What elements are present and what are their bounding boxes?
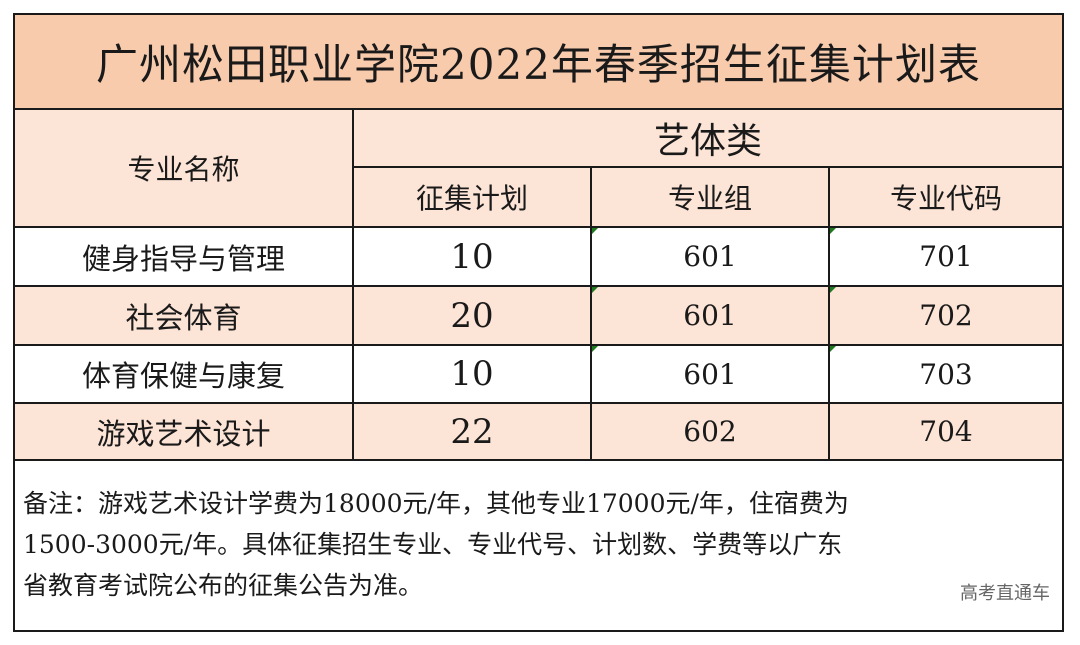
row-3-code-value: 703	[919, 357, 973, 391]
header-code: 专业代码	[830, 168, 1062, 228]
header-plan: 征集计划	[354, 168, 592, 228]
row-1-group: 601	[592, 228, 830, 287]
row-4-plan: 22	[354, 404, 592, 461]
watermark: 高考直通车	[960, 583, 1050, 604]
table-title: 广州松田职业学院2022年春季招生征集计划表	[15, 15, 1062, 110]
row-1-code: 701	[830, 228, 1062, 287]
header-major-name: 专业名称	[15, 110, 354, 228]
text-number-marker-icon	[592, 228, 598, 234]
notes-line-3: 省教育考试院公布的征集公告为准。	[23, 571, 424, 600]
row-2-group-value: 601	[683, 299, 737, 332]
row-2-plan: 20	[354, 287, 592, 346]
notes-line-2: 1500-3000元/年。具体征集招生专业、专业代号、计划数、学费等以广东	[23, 530, 843, 559]
row-3-major: 体育保健与康复	[15, 346, 354, 404]
header-group: 专业组	[592, 168, 830, 228]
row-1-plan: 10	[354, 228, 592, 287]
row-1-major: 健身指导与管理	[15, 228, 354, 287]
row-2-code: 702	[830, 287, 1062, 346]
row-4-major: 游戏艺术设计	[15, 404, 354, 461]
row-2-major: 社会体育	[15, 287, 354, 346]
text-number-marker-icon	[592, 346, 598, 352]
row-4-code: 704	[830, 404, 1062, 461]
row-3-group-value: 601	[683, 357, 737, 391]
row-1-group-value: 601	[683, 240, 737, 273]
notes-line-1: 备注：游戏艺术设计学费为18000元/年，其他专业17000元/年，住宿费为	[23, 489, 849, 518]
text-number-marker-icon	[830, 228, 836, 234]
row-3-plan: 10	[354, 346, 592, 404]
row-3-code: 703	[830, 346, 1062, 404]
row-2-group: 601	[592, 287, 830, 346]
text-number-marker-icon	[592, 287, 598, 293]
notes-section: 备注：游戏艺术设计学费为18000元/年，其他专业17000元/年，住宿费为 1…	[15, 461, 1062, 630]
enrollment-plan-table: 广州松田职业学院2022年春季招生征集计划表 专业名称 艺体类 征集计划 专业组…	[13, 13, 1064, 632]
header-category: 艺体类	[354, 110, 1062, 168]
row-1-code-value: 701	[919, 240, 973, 273]
text-number-marker-icon	[830, 287, 836, 293]
row-2-code-value: 702	[919, 299, 973, 332]
row-3-group: 601	[592, 346, 830, 404]
row-4-group: 602	[592, 404, 830, 461]
text-number-marker-icon	[830, 346, 836, 352]
